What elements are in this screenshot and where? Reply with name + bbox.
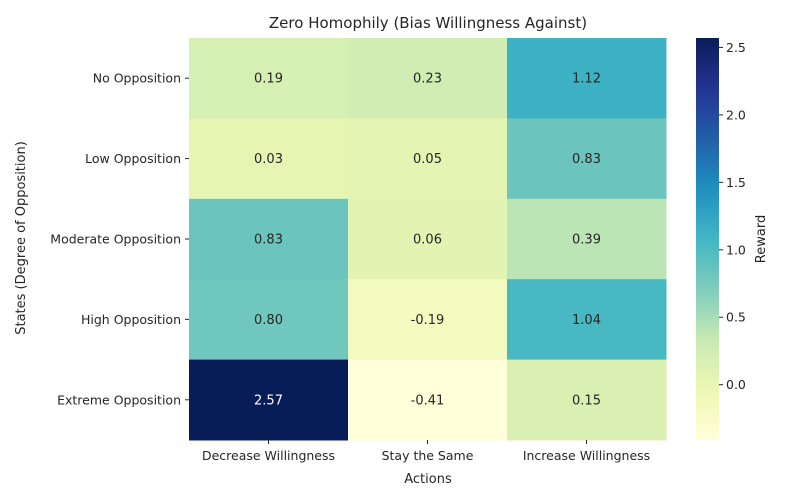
cell-value-label: -0.41	[411, 393, 445, 408]
cell-value-label: 0.83	[254, 233, 283, 248]
colorbar-tick-label: 1.0	[726, 242, 746, 257]
colorbar-tick-label: 0.0	[726, 377, 746, 392]
cell-value-label: 0.83	[572, 152, 601, 167]
heatmap-cell	[507, 198, 667, 280]
cell-value-label: -0.19	[411, 313, 445, 328]
colorbar-tick-label: 2.5	[726, 40, 746, 55]
heatmap-cell	[507, 359, 667, 441]
y-tick-label: High Opposition	[81, 312, 181, 327]
cell-value-label: 1.12	[572, 72, 601, 87]
heatmap-cell	[348, 198, 508, 280]
cell-value-label: 0.05	[413, 152, 442, 167]
y-axis-ticks: No Opposition Low Opposition Moderate Oppo…	[50, 71, 189, 407]
heatmap-cell	[189, 38, 349, 119]
heatmap-cell	[189, 359, 349, 441]
heatmap-cell	[507, 118, 667, 200]
colorbar-tick-label: 2.0	[726, 107, 746, 122]
heatmap-cell	[348, 118, 508, 200]
cell-value-label: 0.19	[254, 72, 283, 87]
heatmap-cells	[189, 38, 667, 441]
x-tick-label: Stay the Same	[382, 448, 474, 463]
colorbar-tick-label: 0.5	[726, 310, 746, 325]
heatmap-cell	[189, 118, 349, 200]
heatmap-cell	[348, 359, 508, 441]
x-axis-ticks: Decrease Willingness Stay the Same Increas…	[202, 440, 650, 463]
y-tick-label: Extreme Opposition	[57, 392, 181, 407]
cell-value-label: 2.57	[254, 393, 283, 408]
x-tick-label: Decrease Willingness	[202, 448, 335, 463]
cell-value-label: 0.03	[254, 152, 283, 167]
heatmap-cell	[507, 279, 667, 361]
colorbar: 0.0 0.5 1.0 1.5 2.0 2.5 Reward	[696, 38, 769, 440]
cell-value-label: 0.39	[572, 233, 601, 248]
colorbar-label: Reward	[754, 215, 769, 263]
y-tick-label: No Opposition	[93, 71, 181, 86]
x-tick-label: Increase Willingness	[523, 448, 650, 463]
cell-value-label: 0.23	[413, 72, 442, 87]
cell-value-label: 1.04	[572, 313, 601, 328]
heatmap-cell	[348, 279, 508, 361]
chart-title: Zero Homophily (Bias Willingness Against…	[269, 14, 587, 32]
colorbar-gradient	[696, 38, 719, 440]
cell-value-label: 0.15	[572, 393, 601, 408]
x-axis-label: Actions	[404, 472, 452, 487]
heatmap-cell	[189, 279, 349, 361]
y-tick-label: Low Opposition	[85, 151, 181, 166]
cell-value-labels: 0.19 0.23 1.12 0.03 0.05 0.83 0.83 0.06 0.39 0.80…	[254, 72, 601, 409]
y-tick-label: Moderate Opposition	[50, 232, 181, 247]
heatmap-cell	[348, 38, 508, 119]
cell-value-label: 0.80	[254, 313, 283, 328]
cell-value-label: 0.06	[413, 233, 442, 248]
colorbar-ticks: 0.0 0.5 1.0 1.5 2.0 2.5	[719, 40, 746, 392]
heatmap-cell	[189, 198, 349, 280]
colorbar-tick-label: 1.5	[726, 175, 746, 190]
y-axis-label: States (Degree of Opposition)	[14, 141, 29, 335]
heatmap-cell	[507, 38, 667, 119]
